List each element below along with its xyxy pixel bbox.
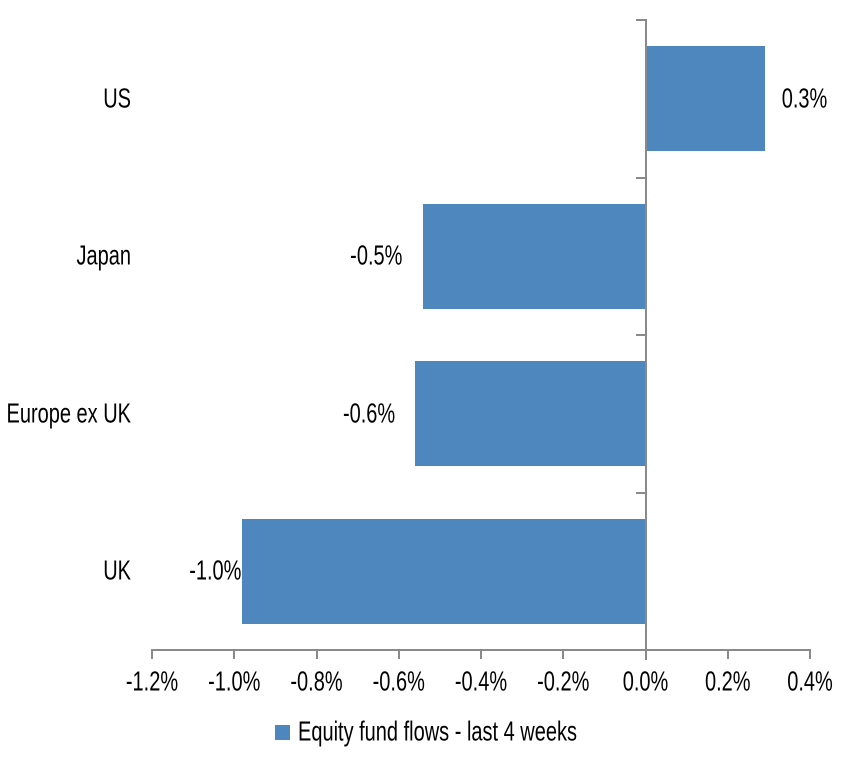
x-tick-0 — [151, 649, 153, 659]
x-tick-5 — [562, 649, 565, 659]
data-label-japan: -0.5% — [350, 240, 403, 272]
x-tick-1 — [233, 649, 236, 659]
y-axis-line — [644, 19, 647, 660]
x-tick-label-8: 0.4% — [787, 666, 833, 698]
x-tick-label-7: 0.2% — [704, 666, 751, 698]
x-tick-label-2: -0.8% — [290, 666, 343, 698]
legend: Equity fund flows - last 4 weeks — [0, 716, 852, 748]
legend-label: Equity fund flows - last 4 weeks — [297, 716, 577, 748]
category-tick-2 — [635, 334, 645, 336]
bar-japan — [423, 203, 646, 309]
category-label-japan: Japan — [76, 240, 132, 272]
x-tick-label-5: -0.2% — [537, 666, 590, 698]
x-tick-3 — [397, 649, 400, 659]
x-tick-8 — [809, 649, 811, 659]
x-tick-label-6: 0.0% — [622, 666, 669, 698]
data-label-us: 0.3% — [781, 83, 828, 115]
category-tick-1 — [635, 176, 645, 179]
data-label-uk: -1.0% — [189, 555, 242, 587]
x-tick-2 — [315, 649, 318, 659]
x-tick-label-1: -1.0% — [208, 666, 261, 698]
bar-uk — [242, 518, 646, 624]
legend-swatch-icon — [274, 724, 290, 740]
x-tick-4 — [480, 649, 482, 659]
x-tick-label-0: -1.2% — [125, 666, 179, 698]
x-tick-6 — [644, 649, 647, 659]
bar-europe-ex-uk — [415, 361, 646, 467]
x-tick-label-3: -0.6% — [372, 666, 425, 698]
category-tick-3 — [635, 491, 645, 494]
category-label-uk: UK — [103, 555, 131, 587]
x-tick-label-4: -0.4% — [454, 666, 508, 698]
data-label-europe-ex-uk: -0.6% — [342, 398, 396, 430]
bar-us — [645, 46, 765, 152]
category-label-us: US — [103, 83, 131, 115]
x-tick-7 — [726, 649, 729, 659]
category-label-europe-ex-uk: Europe ex UK — [6, 398, 131, 430]
category-tick-0 — [635, 19, 645, 21]
